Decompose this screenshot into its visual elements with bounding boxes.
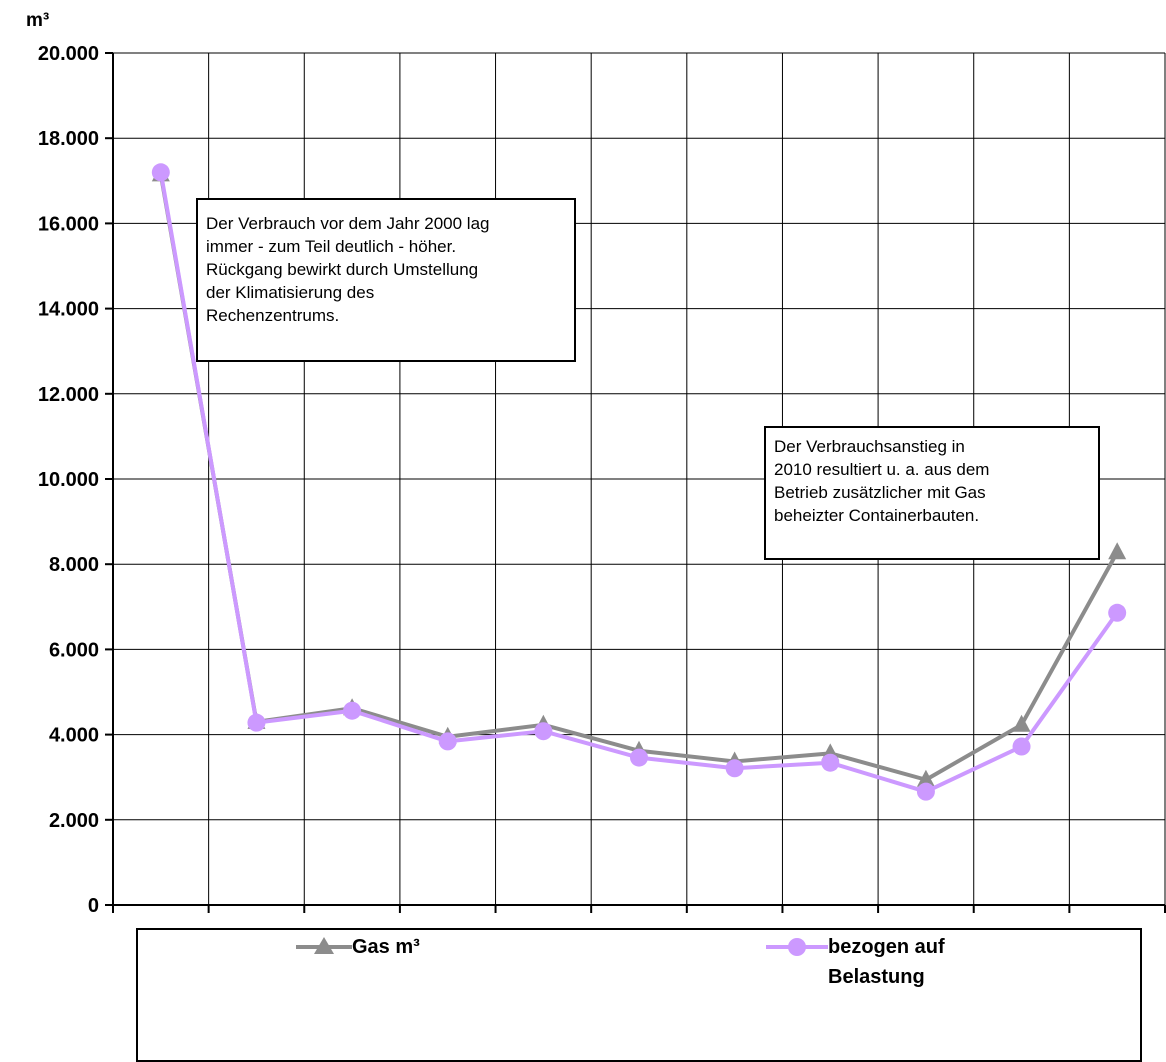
annotation-line: Rechenzentrums.: [206, 306, 340, 325]
data-point-circle: [343, 701, 362, 720]
data-point-triangle: [1108, 542, 1127, 560]
y-tick-label: 2.000: [49, 810, 99, 832]
data-point-circle: [916, 782, 935, 801]
y-tick-label: 14.000: [38, 299, 99, 321]
data-point-circle: [247, 713, 266, 732]
legend-label-belastung: bezogen auf Belastung: [828, 936, 945, 988]
legend-item-gas: Gas m³: [296, 932, 420, 962]
legend-label-gas: Gas m³: [352, 936, 420, 958]
annotation-line: der Klimatisierung des: [206, 283, 375, 302]
legend: Gas m³ bezogen auf Belastung: [136, 928, 1142, 1062]
y-tick-label: 8.000: [49, 554, 99, 576]
y-tick-label: 18.000: [38, 128, 99, 150]
annotation-line: Betrieb zusätzlicher mit Gas: [774, 483, 986, 502]
annotation-line: Der Verbrauchsanstieg in: [774, 437, 965, 456]
y-tick-label: 10.000: [38, 469, 99, 491]
data-point-triangle: [1012, 714, 1031, 732]
y-tick-label: 6.000: [49, 639, 99, 661]
data-point-circle: [821, 753, 840, 772]
annotation-line: immer - zum Teil deutlich - höher.: [206, 237, 457, 256]
y-tick-label: 20.000: [38, 43, 99, 65]
data-point-circle: [438, 732, 457, 751]
data-point-circle: [151, 163, 170, 182]
y-tick-label: 16.000: [38, 213, 99, 235]
series-group: [151, 163, 1127, 801]
annotation-line: Rückgang bewirkt durch Umstellung: [206, 260, 479, 279]
legend-item-belastung: bezogen auf Belastung: [766, 932, 945, 992]
y-axis-tick-labels: 0 2.000 4.000 6.000 8.000 10.000 12.000 14.000 1…: [38, 43, 99, 917]
data-point-circle: [1108, 603, 1127, 622]
annotation-box-2010: Der Verbrauchsanstieg in 2010 resultiert…: [764, 426, 1100, 560]
data-point-triangle: [916, 769, 935, 787]
data-point-circle: [534, 722, 553, 741]
data-point-circle: [1012, 737, 1031, 756]
annotation-box-2000: Der Verbrauch vor dem Jahr 2000 lag imme…: [196, 198, 576, 362]
annotation-line: Der Verbrauch vor dem Jahr 2000 lag: [206, 214, 490, 233]
legend-swatch-triangle-line-icon: [296, 937, 352, 954]
data-point-circle: [725, 759, 744, 778]
annotation-line: beheizter Containerbauten.: [774, 506, 980, 525]
line-chart: 0 2.000 4.000 6.000 8.000 10.000 12.000 14.000 1…: [26, 10, 1166, 917]
legend-swatch-circle-line-icon: [766, 938, 828, 956]
data-point-circle: [630, 748, 648, 767]
y-tick-label: 12.000: [38, 384, 99, 406]
annotation-line: 2010 resultiert u. a. aus dem: [774, 460, 990, 479]
y-tick-label: 0: [88, 895, 99, 917]
y-tick-label: 4.000: [49, 725, 99, 747]
axes: [105, 52, 1166, 913]
y-axis-unit-label: m³: [26, 10, 49, 31]
